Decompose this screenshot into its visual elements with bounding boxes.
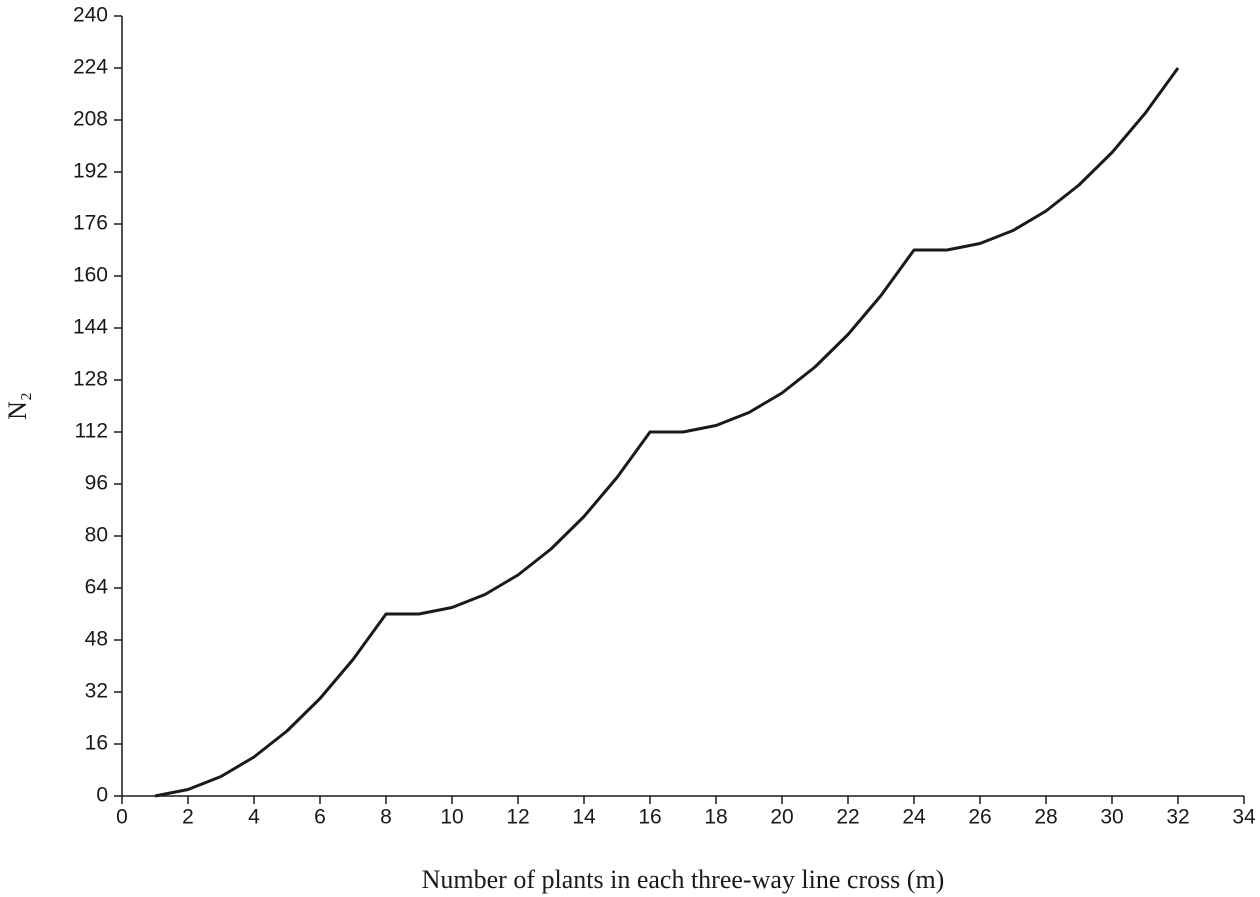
y-tick-label: 48 — [85, 628, 108, 651]
x-tick-label: 8 — [380, 806, 392, 829]
x-tick-label: 28 — [1034, 806, 1057, 829]
x-tick-label: 26 — [968, 806, 991, 829]
y-tick-label: 80 — [85, 524, 108, 547]
y-tick-label: 128 — [73, 368, 108, 391]
y-tick-label: 112 — [75, 420, 108, 443]
y-tick-label: 144 — [73, 316, 108, 339]
x-tick-label: 32 — [1166, 806, 1189, 829]
x-tick-label: 20 — [770, 806, 793, 829]
x-tick-label: 0 — [116, 806, 128, 829]
x-tick-label: 30 — [1100, 806, 1123, 829]
y-tick-label: 160 — [73, 264, 108, 287]
y-tick-label: 0 — [96, 784, 108, 807]
y-tick-label: 176 — [73, 212, 108, 235]
x-tick-label: 2 — [182, 806, 194, 829]
x-tick-label: 24 — [902, 806, 926, 829]
x-tick-label: 34 — [1232, 806, 1256, 829]
y-tick-label: 240 — [73, 4, 108, 27]
x-tick-label: 16 — [638, 806, 661, 829]
x-axis-label: Number of plants in each three-way line … — [422, 865, 945, 894]
y-tick-label: 16 — [85, 732, 108, 755]
x-tick-label: 18 — [704, 806, 727, 829]
y-tick-label: 224 — [73, 56, 108, 79]
y-tick-label: 192 — [73, 160, 108, 183]
y-tick-label: 32 — [85, 680, 108, 703]
y-tick-label: 208 — [73, 108, 108, 131]
x-tick-label: 14 — [572, 806, 596, 829]
y-axis-label: N₂ — [3, 392, 32, 420]
y-tick-label: 96 — [85, 472, 108, 495]
x-tick-label: 6 — [314, 806, 326, 829]
x-tick-label: 10 — [440, 806, 463, 829]
x-tick-label: 4 — [248, 806, 260, 829]
x-tick-label: 12 — [506, 806, 529, 829]
data-line — [154, 67, 1180, 798]
x-tick-label: 22 — [836, 806, 859, 829]
y-tick-label: 64 — [85, 576, 109, 599]
